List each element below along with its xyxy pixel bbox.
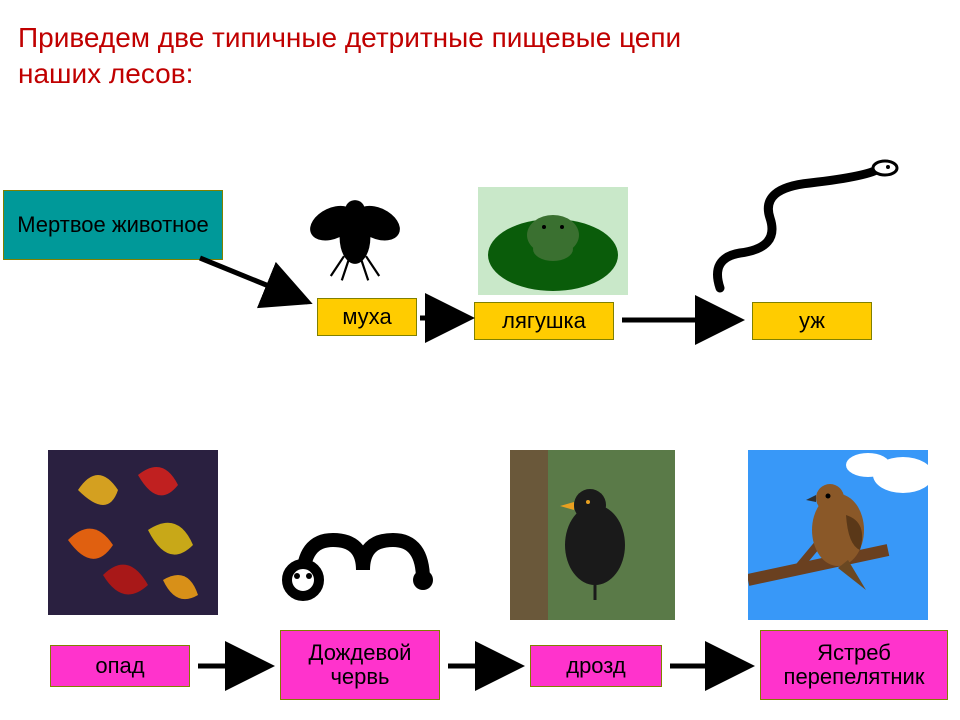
page-title: Приведем две типичные детритные пищевые …	[18, 20, 681, 93]
label-thrush: дрозд	[566, 653, 626, 679]
box-fly: муха	[317, 298, 417, 336]
title-line1: Приведем две типичные детритные пищевые …	[18, 22, 681, 53]
label-snake: уж	[799, 308, 825, 334]
box-dead-animal: Мертвое животное	[3, 190, 223, 260]
box-thrush: дрозд	[530, 645, 662, 687]
label-dead-animal: Мертвое животное	[17, 212, 209, 238]
box-litter: опад	[50, 645, 190, 687]
box-worm: Дождевой червь	[280, 630, 440, 700]
label-hawk: Ястреб перепелятник	[784, 641, 925, 689]
label-fly: муха	[342, 304, 391, 330]
leaves-icon	[48, 450, 218, 615]
fly-icon	[290, 172, 420, 292]
worm-icon	[278, 470, 448, 620]
frog-icon	[478, 187, 628, 295]
title-line2: наших лесов:	[18, 58, 193, 89]
snake-icon	[700, 158, 910, 300]
thrush-icon	[510, 450, 675, 620]
hawk-icon	[748, 450, 928, 620]
box-snake: уж	[752, 302, 872, 340]
label-litter: опад	[95, 653, 144, 679]
label-frog: лягушка	[502, 308, 586, 334]
box-hawk: Ястреб перепелятник	[760, 630, 948, 700]
label-worm: Дождевой червь	[309, 641, 412, 689]
box-frog: лягушка	[474, 302, 614, 340]
